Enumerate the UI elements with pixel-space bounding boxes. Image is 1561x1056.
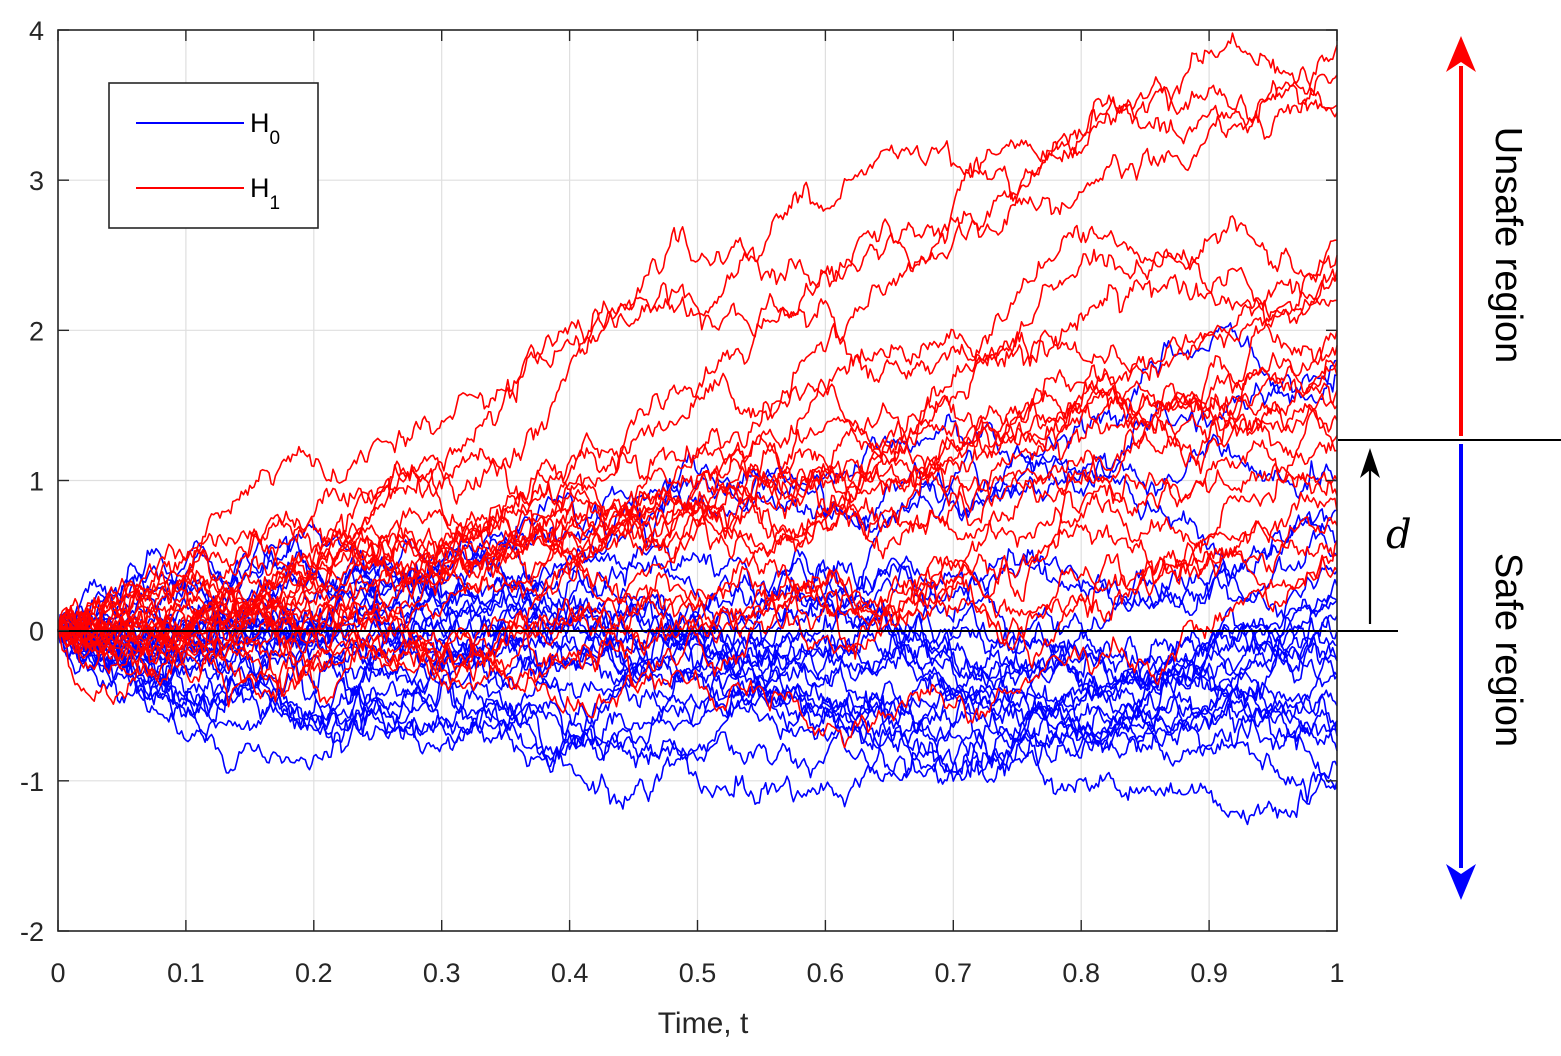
legend-label-h0-sub: 0 bbox=[270, 128, 281, 149]
sample-path-h1 bbox=[57, 439, 1338, 669]
legend: H0 H1 bbox=[108, 82, 319, 229]
legend-box bbox=[108, 82, 319, 229]
legend-label-h1-base: H bbox=[250, 173, 270, 203]
x-tick-label: 0.5 bbox=[679, 958, 717, 988]
x-tick-label: 0.1 bbox=[167, 958, 205, 988]
y-axis-ticks: 4 3 2 1 0 -1 -2 bbox=[20, 16, 1337, 947]
sample-path-h0 bbox=[57, 614, 1338, 751]
y-tick-label: -2 bbox=[20, 917, 44, 947]
sample-path-h0 bbox=[57, 462, 1338, 660]
sample-path-h1 bbox=[57, 520, 1338, 682]
sample-paths bbox=[57, 32, 1338, 826]
legend-label-h0: H0 bbox=[250, 108, 280, 149]
y-tick-label: -1 bbox=[20, 767, 44, 797]
sample-path-h1 bbox=[57, 266, 1338, 680]
x-tick-label: 1 bbox=[1329, 958, 1344, 988]
x-tick-label: 0 bbox=[50, 958, 65, 988]
y-tick-label: 0 bbox=[29, 617, 44, 647]
legend-label-h1: H1 bbox=[250, 173, 280, 214]
sample-path-h1 bbox=[57, 462, 1338, 676]
sample-path-h0 bbox=[57, 626, 1338, 826]
unsafe-arrow-head bbox=[1446, 36, 1476, 72]
sample-path-h1 bbox=[57, 463, 1338, 633]
sample-path-h1 bbox=[57, 215, 1337, 703]
sample-path-h0 bbox=[57, 562, 1338, 729]
x-tick-label: 0.7 bbox=[935, 958, 973, 988]
sample-path-h1 bbox=[57, 413, 1338, 660]
x-axis-label: Time, t bbox=[658, 1007, 749, 1040]
sample-path-h1 bbox=[57, 540, 1338, 708]
sample-path-h1 bbox=[57, 32, 1338, 631]
x-tick-label: 0.4 bbox=[551, 958, 589, 988]
sample-path-h0 bbox=[57, 579, 1338, 778]
y-tick-label: 4 bbox=[29, 16, 44, 46]
x-tick-label: 0.6 bbox=[807, 958, 845, 988]
y-tick-label: 3 bbox=[29, 166, 44, 196]
unsafe-region-label: Unsafe region bbox=[1487, 127, 1529, 364]
x-axis-ticks: 0 0.1 0.2 0.3 0.4 0.5 0.6 0.7 0.8 0.9 1 bbox=[50, 30, 1345, 988]
d-arrow-head bbox=[1360, 448, 1380, 478]
region-annotations: d Unsafe region Safe region bbox=[1338, 36, 1561, 900]
sample-path-h1 bbox=[57, 387, 1338, 649]
x-tick-label: 0.8 bbox=[1062, 958, 1100, 988]
x-tick-label: 0.3 bbox=[423, 958, 461, 988]
sample-path-h1 bbox=[57, 382, 1338, 661]
sample-path-h1 bbox=[57, 515, 1338, 677]
y-tick-label: 1 bbox=[29, 467, 44, 497]
x-tick-label: 0.2 bbox=[295, 958, 333, 988]
d-label: d bbox=[1386, 512, 1412, 558]
sample-path-h0 bbox=[57, 622, 1338, 810]
sample-path-h1 bbox=[57, 81, 1338, 654]
legend-label-h0-base: H bbox=[250, 108, 270, 138]
sample-path-h1 bbox=[57, 554, 1338, 749]
sample-path-h1 bbox=[57, 224, 1338, 640]
x-tick-label: 0.9 bbox=[1190, 958, 1228, 988]
sample-path-h0 bbox=[57, 630, 1338, 779]
safe-arrow-head bbox=[1446, 864, 1476, 900]
y-tick-label: 2 bbox=[29, 316, 44, 346]
legend-label-h1-sub: 1 bbox=[270, 193, 281, 214]
safe-region-label: Safe region bbox=[1487, 553, 1529, 747]
sample-path-h0 bbox=[57, 593, 1338, 722]
